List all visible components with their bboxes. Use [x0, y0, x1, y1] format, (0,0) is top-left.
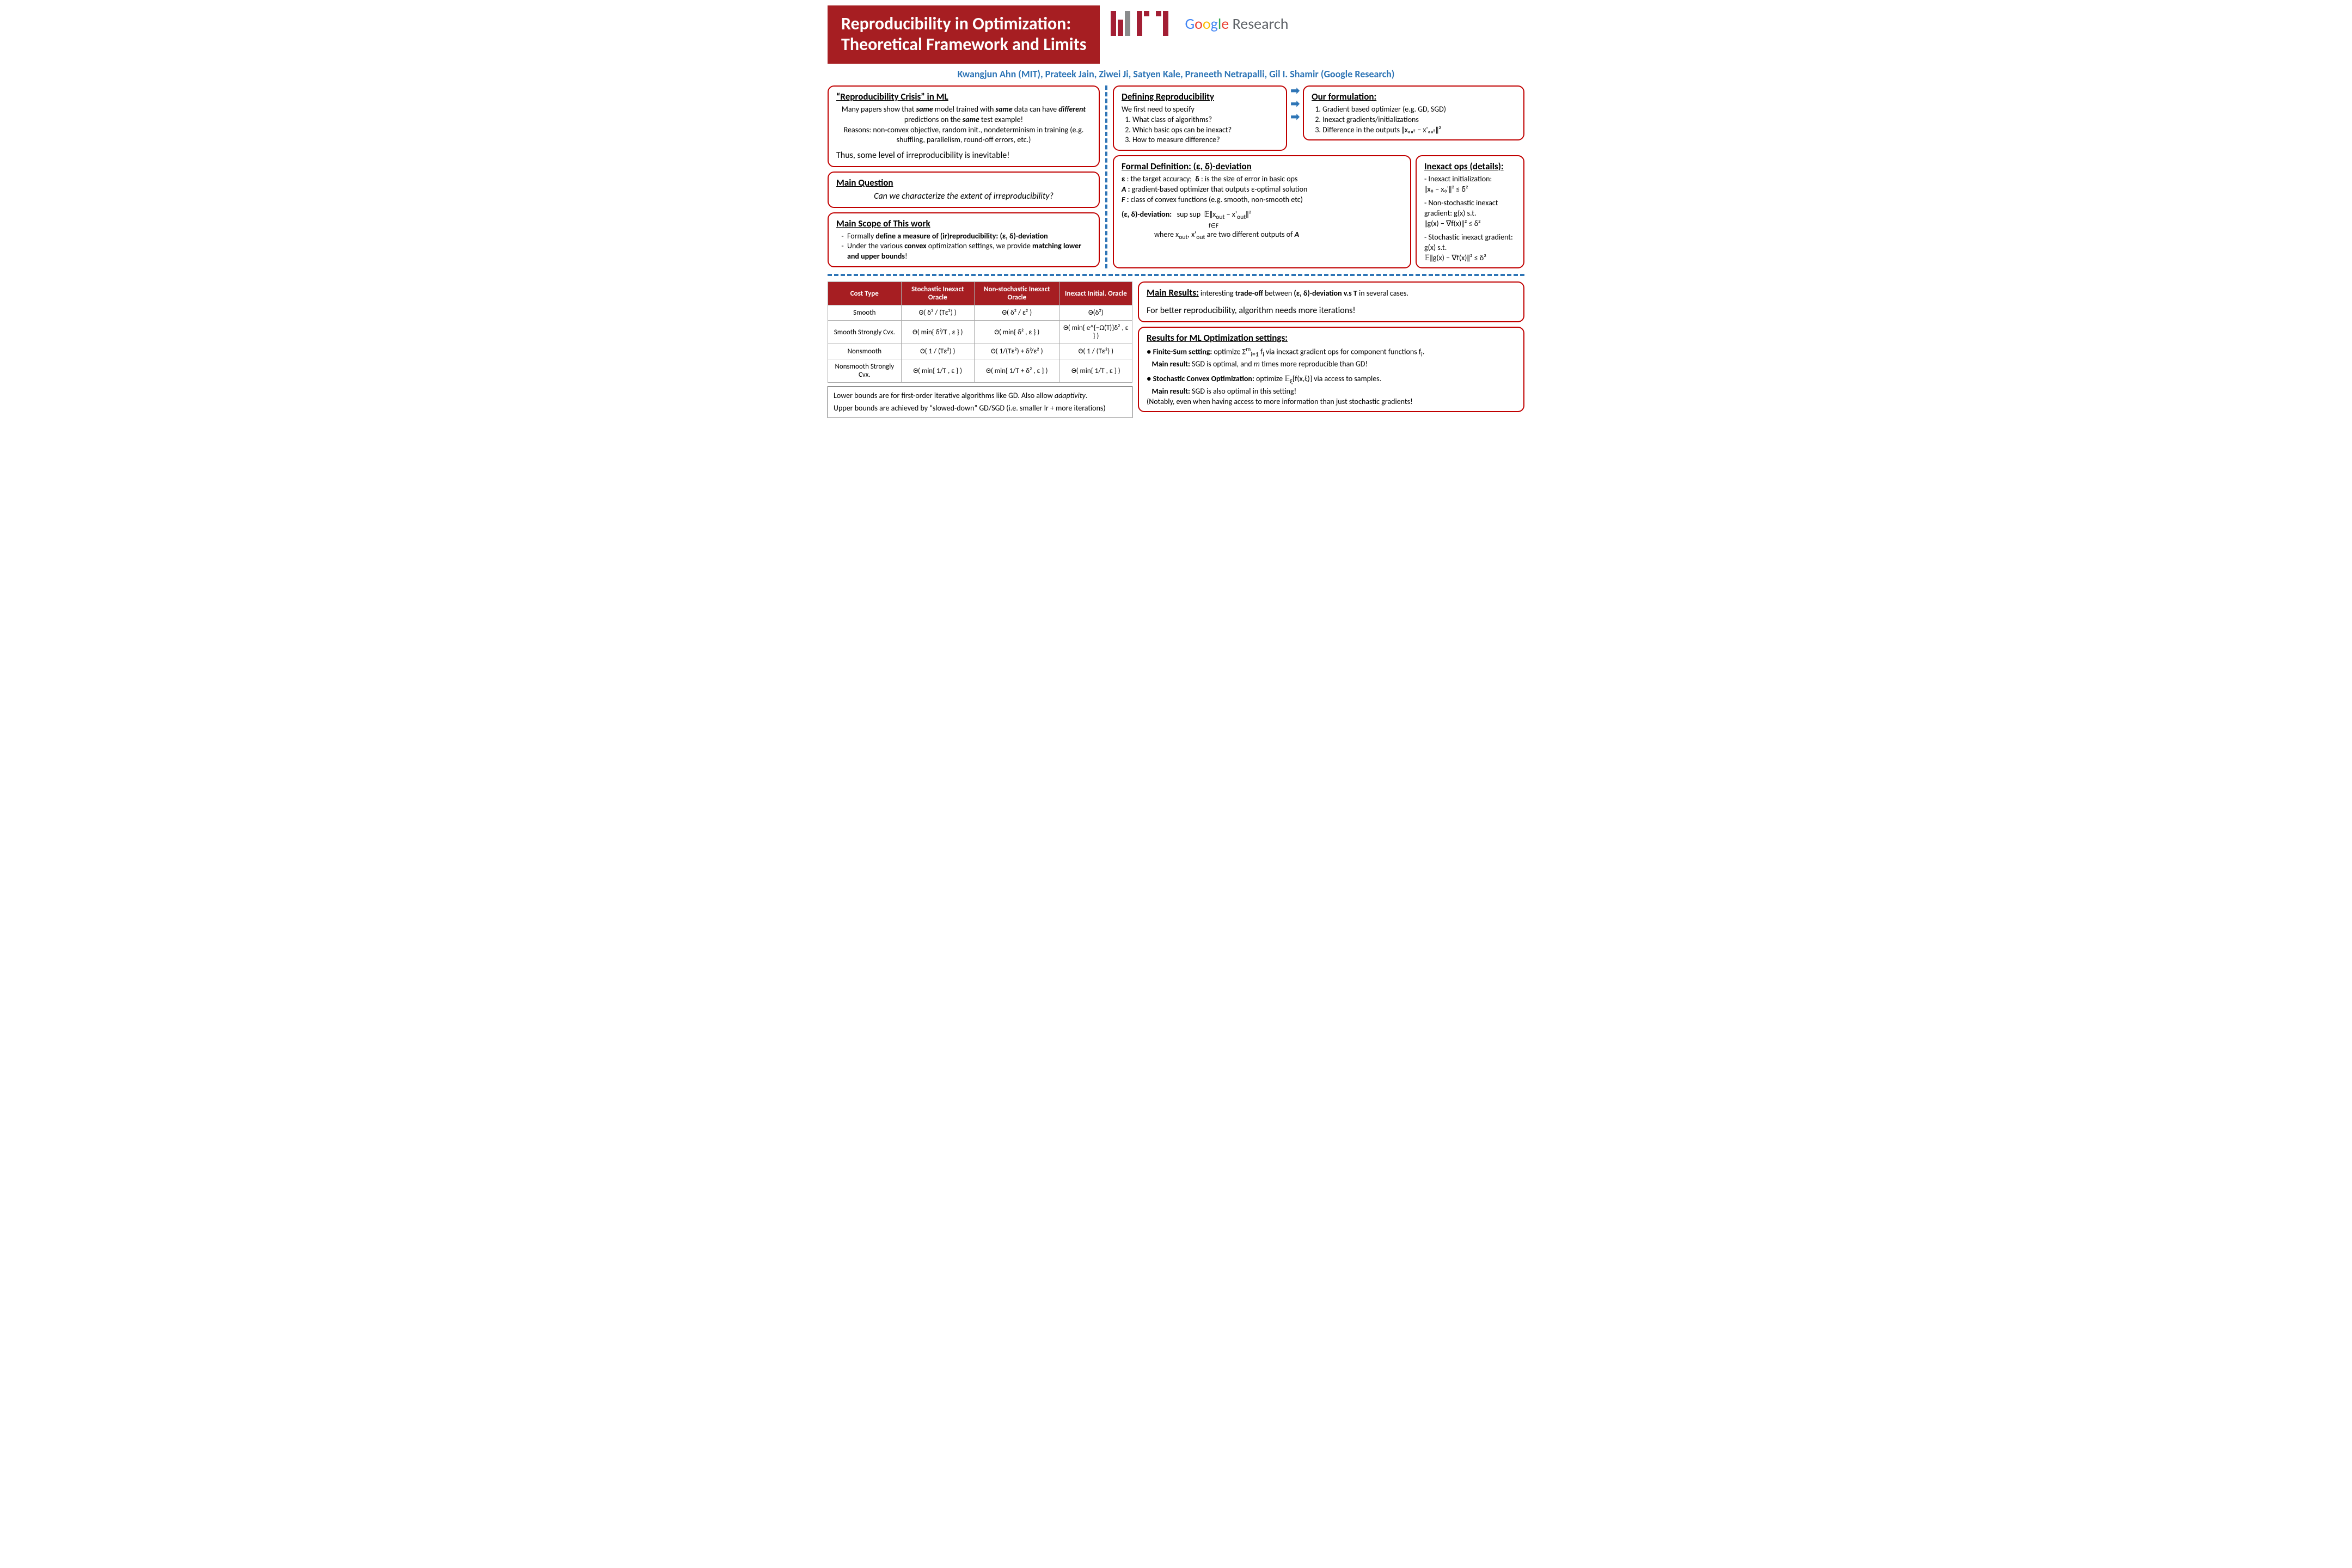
left-col: “Reproducibility Crisis” in ML Many pape… [828, 85, 1100, 269]
formulation-item: Inexact gradients/initializations [1322, 115, 1516, 125]
table-cell: Θ( min{ δ² , ε } ) [974, 321, 1059, 344]
inexact-b1f: ‖g(x) − ∇f(x)‖² ≤ δ² [1424, 219, 1516, 229]
table-cell: Θ( min{ e^{−Ω(T)}δ² , ε } ) [1059, 321, 1132, 344]
inexact-c1f: 𝔼‖g(x) − ∇f(x)‖² ≤ δ² [1424, 253, 1516, 264]
crisis-heading: “Reproducibility Crisis” in ML [836, 91, 1091, 102]
crisis-box: “Reproducibility Crisis” in ML Many pape… [828, 85, 1100, 167]
crisis-p1: Many papers show that same model trained… [836, 105, 1091, 125]
ml-results-box: Results for ML Optimization settings: ● … [1138, 327, 1524, 412]
formal-l1: ε : the target accuracy; δ : is the size… [1122, 174, 1402, 185]
inexact-a1f: ‖x₀ − x₀'‖² ≤ δ² [1424, 185, 1516, 195]
mit-logo [1111, 11, 1168, 36]
formal-box: Formal Definition: (ε, δ)-deviation ε : … [1113, 155, 1411, 268]
scope-item: Under the various convex optimization se… [847, 241, 1091, 262]
ml-b3: (Notably, even when having access to mor… [1147, 397, 1516, 407]
inexact-box: Inexact ops (details): - Inexact initial… [1416, 155, 1524, 268]
table-cell: Θ( min{ 1/T , ε } ) [901, 359, 974, 383]
formulation-box: Our formulation: Gradient based optimize… [1303, 85, 1524, 141]
defining-lead: We first need to specify [1122, 105, 1278, 115]
th: Cost Type [828, 282, 902, 305]
scope-box: Main Scope of This work Formally define … [828, 212, 1100, 268]
title-line1: Reproducibility in Optimization: [841, 14, 1086, 34]
crisis-p2: Reasons: non-convex objective, random in… [836, 125, 1091, 146]
question-heading: Main Question [836, 177, 1091, 188]
main-results-line2: For better reproducibility, algorithm ne… [1147, 305, 1516, 317]
arrow-right-icon: ➡ [1290, 112, 1300, 122]
top-columns: “Reproducibility Crisis” in ML Many pape… [828, 85, 1524, 269]
arrows: ➡ ➡ ➡ [1290, 85, 1300, 122]
results-table-wrap: Cost Type Stochastic Inexact Oracle Non-… [828, 281, 1132, 418]
th: Non-stochastic Inexact Oracle [974, 282, 1059, 305]
arrow-right-icon: ➡ [1290, 99, 1300, 109]
ml-results-heading: Results for ML Optimization settings: [1147, 332, 1516, 344]
formal-l2: A : gradient-based optimizer that output… [1122, 185, 1402, 195]
table-cell: Θ( 1 / (Tε²) ) [1059, 344, 1132, 359]
inexact-c1: - Stochastic inexact gradient: g(x) s.t. [1424, 232, 1516, 253]
defining-box: Defining Reproducibility We first need t… [1113, 85, 1287, 151]
results-table: Cost Type Stochastic Inexact Oracle Non-… [828, 281, 1132, 383]
inexact-heading: Inexact ops (details): [1424, 161, 1516, 172]
table-cell: Θ( min{ 1/T , ε } ) [1059, 359, 1132, 383]
logos: Google Research [1111, 5, 1288, 36]
bottom-row: Cost Type Stochastic Inexact Oracle Non-… [828, 281, 1524, 418]
formal-l5: where xout, x'out are two different outp… [1154, 230, 1402, 242]
table-cell: Smooth Strongly Cvx. [828, 321, 902, 344]
title-block: Reproducibility in Optimization: Theoret… [828, 5, 1100, 64]
th: Inexact Initial. Oracle [1059, 282, 1132, 305]
defining-heading: Defining Reproducibility [1122, 91, 1278, 102]
title-line2: Theoretical Framework and Limits [841, 34, 1086, 55]
header: Reproducibility in Optimization: Theoret… [828, 5, 1524, 64]
formulation-heading: Our formulation: [1312, 91, 1516, 102]
inexact-b1: - Non-stochastic inexact gradient: g(x) … [1424, 198, 1516, 219]
table-cell: Θ( 1/(Tε²) + δ²/ε² ) [974, 344, 1059, 359]
formal-l4: (ε, δ)-deviation: sup sup 𝔼‖xout − x'out… [1122, 210, 1402, 222]
formal-l4sub: f∈F [1209, 222, 1402, 230]
table-notes: Lower bounds are for first-order iterati… [828, 386, 1132, 418]
defining-item: What class of algorithms? [1132, 115, 1278, 125]
ml-b2: Main result: SGD is also optimal in this… [1147, 387, 1516, 397]
table-cell: Nonsmooth Strongly Cvx. [828, 359, 902, 383]
table-cell: Θ( 1 / (Tε²) ) [901, 344, 974, 359]
formal-heading: Formal Definition: (ε, δ)-deviation [1122, 161, 1402, 172]
scope-heading: Main Scope of This work [836, 218, 1091, 229]
question-text: Can we characterize the extent of irrepr… [836, 191, 1091, 203]
inexact-a1: - Inexact initialization: [1424, 174, 1516, 185]
table-cell: Θ(δ²) [1059, 305, 1132, 321]
bottom-right: Main Results: interesting trade-off betw… [1138, 281, 1524, 418]
defining-item: How to measure difference? [1132, 135, 1278, 145]
table-cell: Nonsmooth [828, 344, 902, 359]
th: Stochastic Inexact Oracle [901, 282, 974, 305]
scope-item: Formally define a measure of (ir)reprodu… [847, 231, 1091, 242]
vertical-divider [1105, 85, 1107, 269]
formal-l3: F : class of convex functions (e.g. smoo… [1122, 195, 1402, 205]
ml-a1: ● Finite-Sum setting: optimize Σmi=1 fi … [1147, 346, 1516, 359]
ml-b1: ● Stochastic Convex Optimization: optimi… [1147, 374, 1516, 387]
main-results-box: Main Results: interesting trade-off betw… [1138, 281, 1524, 322]
google-research-logo: Google Research [1185, 14, 1288, 33]
table-cell: Θ( min{ 1/T + δ² , ε } ) [974, 359, 1059, 383]
table-cell: Θ( min{ δ²/T , ε } ) [901, 321, 974, 344]
table-cell: Θ( δ² / ε² ) [974, 305, 1059, 321]
authors: Kwangjun Ahn (MIT), Prateek Jain, Ziwei … [828, 68, 1524, 80]
formulation-item: Gradient based optimizer (e.g. GD, SGD) [1322, 105, 1516, 115]
table-cell: Smooth [828, 305, 902, 321]
table-cell: Θ( δ² / (Tε²) ) [901, 305, 974, 321]
crisis-p3: Thus, some level of irreproducibility is… [836, 150, 1091, 162]
horizontal-divider [828, 274, 1524, 276]
table-note2: Upper bounds are achieved by “slowed-dow… [834, 402, 1126, 414]
question-box: Main Question Can we characterize the ex… [828, 171, 1100, 208]
defining-item: Which basic ops can be inexact? [1132, 125, 1278, 136]
right-col: Defining Reproducibility We first need t… [1113, 85, 1524, 269]
table-note1: Lower bounds are for first-order iterati… [834, 390, 1126, 402]
formulation-item: Difference in the outputs ‖xₒᵤₜ − x'ₒᵤₜ‖… [1322, 125, 1516, 136]
ml-a2: Main result: SGD is optimal, and m times… [1147, 359, 1516, 370]
arrow-right-icon: ➡ [1290, 85, 1300, 96]
main-results-line1: Main Results: interesting trade-off betw… [1147, 287, 1516, 299]
